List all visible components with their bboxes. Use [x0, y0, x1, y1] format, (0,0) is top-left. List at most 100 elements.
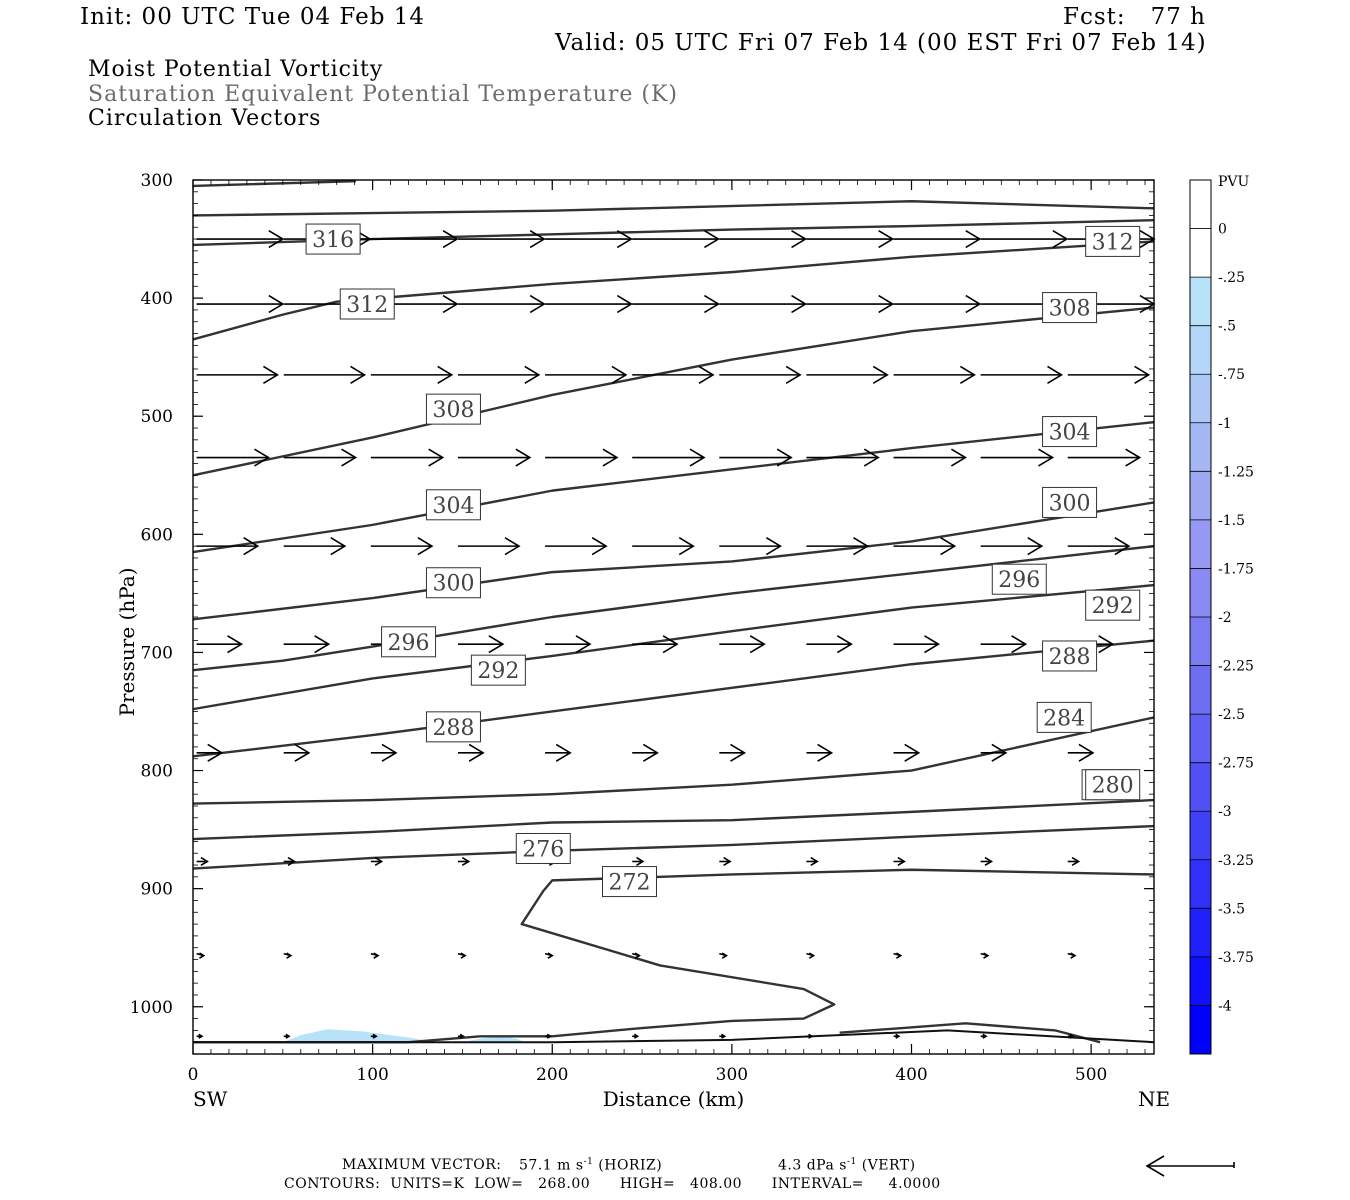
y-tick-label: 600	[141, 525, 173, 545]
vector-head	[254, 448, 270, 467]
contour-label-box	[425, 489, 481, 521]
colorbar-label: -1.75	[1218, 561, 1254, 577]
contour-label-box	[470, 654, 526, 686]
vector-head	[616, 294, 633, 314]
vector-head	[286, 952, 293, 959]
x-tick-label: 100	[356, 1065, 388, 1085]
vector-head	[515, 448, 532, 467]
x-tick-label: 0	[188, 1065, 199, 1085]
forecast-hour: Fcst: 77 h	[1063, 4, 1206, 30]
vector-head	[1071, 856, 1081, 867]
contour-284	[192, 716, 1155, 805]
pv-patch-1	[282, 1029, 436, 1043]
reference-vector-head	[1145, 1155, 1165, 1177]
vector-head	[817, 743, 834, 762]
colorbar-segment	[1190, 374, 1211, 424]
vector-head	[984, 856, 993, 867]
contour-label: 288	[1049, 645, 1091, 670]
contour-label-box	[1042, 640, 1098, 672]
max-vector-vert: 4.3 dPa s-1 (VERT)	[778, 1157, 916, 1174]
contour-top-a	[192, 179, 356, 188]
vector-head	[808, 952, 816, 959]
vector-head	[488, 635, 505, 654]
vector-head	[504, 537, 521, 556]
vector-head	[198, 1033, 204, 1039]
vector-head	[1011, 635, 1028, 654]
colorbar-segment	[1190, 228, 1211, 278]
contour-surface-ne	[839, 1022, 1101, 1044]
vector-head	[749, 635, 766, 654]
colorbar-label: -3.5	[1218, 901, 1245, 917]
vector-head	[616, 229, 633, 249]
colorbar-label: -.75	[1218, 367, 1245, 383]
plot-frame	[192, 179, 1155, 1055]
x-tick-label: 500	[1075, 1065, 1107, 1085]
vector-head	[785, 365, 802, 384]
vector-head	[1098, 635, 1115, 654]
vector-head	[872, 365, 889, 384]
vector-head	[703, 294, 720, 314]
y-tick-label: 400	[141, 289, 173, 309]
colorbar-segment	[1190, 859, 1211, 909]
vector-head	[524, 365, 541, 384]
vector-head	[991, 743, 1008, 762]
contour-label: 312	[1092, 230, 1134, 255]
y-tick-label: 300	[141, 171, 173, 191]
contour-labels: 316 312 308 304 300 296 292 288 284 280 276 272 312 3…	[305, 223, 1141, 898]
contour-label: 272	[608, 871, 650, 896]
vector-head	[904, 743, 921, 762]
contour-label: 300	[1049, 491, 1091, 516]
colorbar-segment	[1190, 1005, 1211, 1055]
vector-head	[642, 743, 659, 762]
contour-label-box	[381, 626, 437, 658]
contour-label-box	[601, 866, 657, 898]
colorbar-label: -2.25	[1218, 659, 1254, 675]
contour-label: 304	[432, 494, 474, 519]
vector-head	[950, 448, 967, 467]
vector-head	[442, 229, 459, 249]
colorbar-segment	[1190, 519, 1211, 569]
colorbar-segment	[1190, 277, 1211, 327]
contour-label: 296	[998, 568, 1040, 593]
max-vector-label: MAXIMUM VECTOR:	[342, 1157, 502, 1173]
pv-shading	[282, 1029, 526, 1043]
contour-276	[192, 824, 1155, 870]
vector-head	[287, 856, 297, 867]
vector-head	[442, 294, 459, 314]
ne-label: NE	[1138, 1087, 1170, 1111]
vector-head	[730, 743, 747, 762]
contour-label: 304	[1049, 421, 1091, 446]
vector-head	[1047, 365, 1064, 384]
vector-head	[982, 1033, 988, 1039]
vector-head	[1027, 537, 1044, 556]
vector-head	[243, 537, 260, 556]
vector-head	[374, 856, 384, 867]
vector-head	[372, 1033, 378, 1039]
vector-head	[965, 294, 982, 314]
contour-label: 276	[522, 837, 564, 862]
vector-head	[314, 635, 331, 654]
vector-head	[1078, 743, 1095, 762]
x-tick-label: 200	[536, 1065, 568, 1085]
init-time: Init: 00 UTC Tue 04 Feb 14	[80, 4, 426, 30]
circulation-vectors	[196, 229, 1156, 1039]
colorbar-label: -4	[1218, 998, 1232, 1014]
x-tick-label: 400	[895, 1065, 927, 1085]
contour-304	[192, 420, 1155, 554]
contour-288	[192, 639, 1155, 758]
vector-head	[896, 952, 903, 959]
vector-head	[417, 537, 434, 556]
vector-head	[723, 856, 732, 867]
vector-head	[895, 1033, 901, 1039]
vector-head	[602, 448, 619, 467]
y-tick-label: 500	[141, 407, 173, 427]
colorbar-label: -1	[1218, 416, 1232, 432]
contour-label: 312	[346, 293, 388, 318]
colorbar-label: -3.75	[1218, 950, 1254, 966]
colorbar-segment	[1190, 568, 1211, 618]
contour-label-box	[1085, 225, 1141, 257]
vector-head	[285, 1033, 291, 1039]
colorbar-segment	[1190, 956, 1211, 1006]
vector-head	[678, 537, 695, 556]
